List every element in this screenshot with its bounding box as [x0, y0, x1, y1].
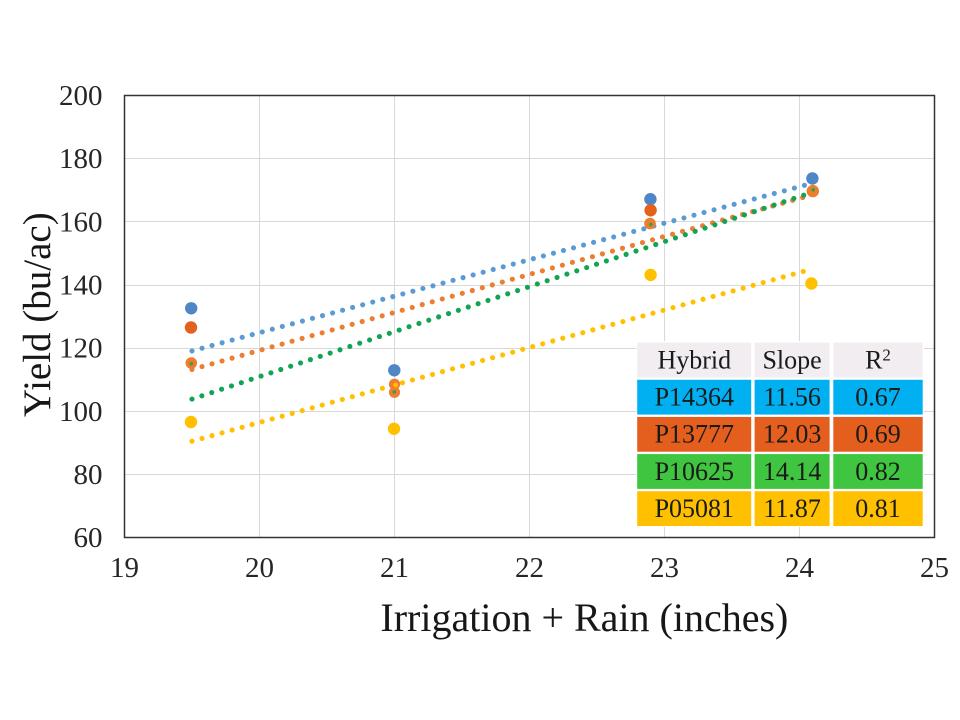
svg-text:0.67: 0.67	[855, 383, 901, 412]
svg-text:P13777: P13777	[655, 420, 734, 449]
svg-text:0.69: 0.69	[855, 420, 901, 449]
svg-text:23: 23	[650, 552, 679, 584]
svg-text:80: 80	[74, 459, 103, 491]
svg-text:60: 60	[74, 522, 103, 554]
svg-text:22: 22	[515, 552, 544, 584]
svg-text:P10625: P10625	[655, 457, 734, 486]
svg-text:P05081: P05081	[655, 494, 734, 523]
svg-text:Slope: Slope	[762, 345, 821, 374]
svg-text:180: 180	[59, 143, 103, 175]
svg-text:120: 120	[59, 333, 103, 365]
svg-text:Hybrid: Hybrid	[657, 345, 731, 374]
svg-text:20: 20	[245, 552, 274, 584]
svg-text:140: 140	[59, 270, 103, 302]
svg-text:0.82: 0.82	[855, 457, 901, 486]
svg-text:12.03: 12.03	[763, 420, 822, 449]
svg-text:24: 24	[785, 552, 815, 584]
svg-text:25: 25	[920, 552, 949, 584]
svg-text:0.81: 0.81	[855, 494, 901, 523]
svg-text:11.56: 11.56	[763, 383, 821, 412]
svg-text:160: 160	[59, 206, 103, 238]
svg-text:100: 100	[59, 396, 103, 428]
svg-text:R2: R2	[865, 345, 891, 374]
svg-text:200: 200	[59, 80, 103, 112]
svg-text:Yield (bu/ac): Yield (bu/ac)	[16, 212, 59, 417]
svg-text:19: 19	[110, 552, 139, 584]
svg-text:14.14: 14.14	[763, 457, 822, 486]
svg-text:P14364: P14364	[655, 383, 734, 412]
svg-text:Irrigation + Rain (inches): Irrigation + Rain (inches)	[380, 595, 788, 640]
svg-text:11.87: 11.87	[763, 494, 821, 523]
svg-text:21: 21	[380, 552, 409, 584]
